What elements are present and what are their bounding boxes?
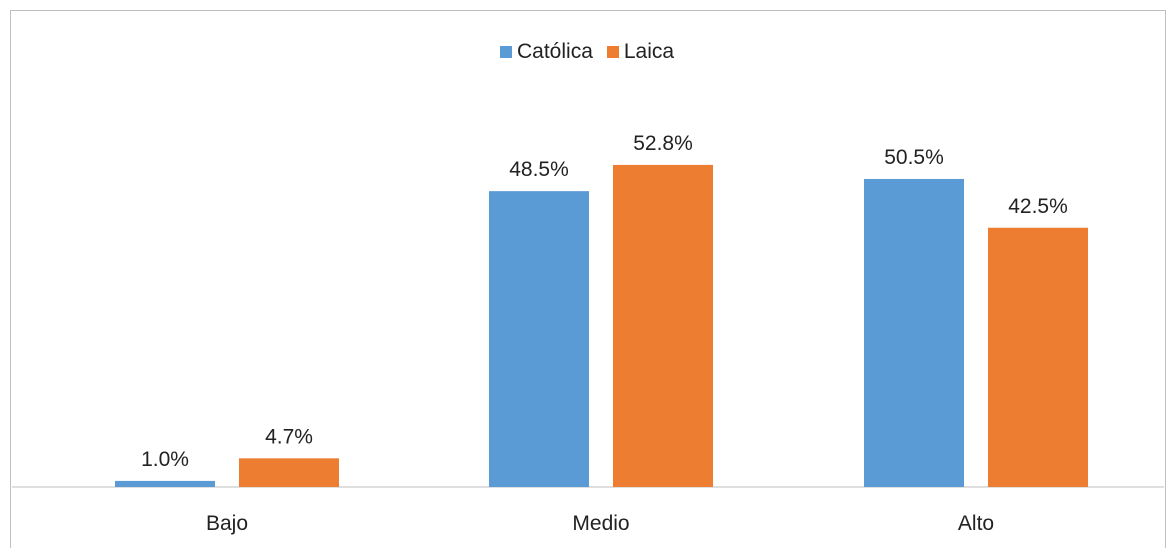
x-tick-label-1: Medio bbox=[572, 512, 629, 535]
bar-0-0 bbox=[115, 480, 215, 487]
data-label-1-1: 52.8% bbox=[633, 132, 693, 155]
x-tick-label-0: Bajo bbox=[206, 512, 248, 535]
legend-swatch-catolica bbox=[500, 46, 512, 58]
legend: Católica Laica bbox=[500, 40, 688, 64]
data-label-0-0: 1.0% bbox=[141, 448, 189, 471]
bar-1-1 bbox=[613, 164, 713, 488]
legend-label-catolica: Católica bbox=[517, 40, 593, 63]
data-label-0-1: 48.5% bbox=[509, 158, 569, 181]
chart-frame bbox=[10, 10, 1166, 548]
x-tick-label-2: Alto bbox=[958, 512, 994, 535]
legend-swatch-laica bbox=[606, 46, 619, 58]
bar-1-0 bbox=[239, 458, 339, 487]
data-label-1-2: 42.5% bbox=[1008, 195, 1068, 218]
bar-0-2 bbox=[864, 178, 964, 487]
data-label-0-2: 50.5% bbox=[884, 146, 944, 169]
legend-item-laica: Laica bbox=[606, 40, 675, 64]
bar-1-2 bbox=[988, 227, 1088, 487]
bar-0-1 bbox=[489, 191, 589, 487]
data-label-1-0: 4.7% bbox=[265, 425, 313, 448]
legend-item-catolica: Católica bbox=[500, 40, 593, 64]
legend-label-laica: Laica bbox=[623, 40, 675, 63]
